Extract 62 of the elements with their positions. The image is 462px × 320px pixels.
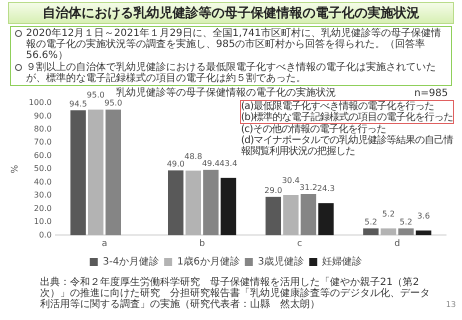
annotation: (a)最低限電子化すべき情報の電子化を行った [241,101,435,112]
bar [398,228,414,236]
data-label: 94.5 [69,99,88,108]
y-tick-label: 70.0 [34,138,52,147]
bar [203,170,219,236]
y-tick-label: 20.0 [34,204,52,213]
y-tick-label: 90.0 [34,111,52,120]
bar [106,110,121,236]
text: n=985 [414,88,448,99]
bar [266,196,282,236]
annotation: (c)その他の情報の電子化を行った [240,124,386,135]
bar [300,194,316,236]
data-label: 43.4 [220,158,238,168]
bar [318,203,334,236]
outline-frame: (a)最低限電子化すべき情報の電子化を行った (b)標準的な電子記録様式の項目の電子化を行った [240,100,454,124]
data-label: 31.2 [300,183,318,192]
bar [88,110,104,236]
legend-label: 妊婦健診 [322,256,362,268]
legend-label: 3-4か月健診 [102,256,160,268]
y-tick-label: 100.0 [28,98,52,108]
x-tick-label: b [199,238,206,249]
y-tick-label: 50.0 [34,164,52,174]
chart-subtitle: 乳幼児健診等の母子保健情報の電子化の実施状況 [116,86,336,99]
bar [380,228,396,236]
data-label: 49.4 [202,158,220,168]
x-tick-label: d [394,238,400,249]
x-tick-label: a [102,238,108,249]
data-label: 5.2 [382,209,395,218]
data-label: 5.2 [400,217,412,226]
bar [363,228,379,236]
text: 13 [446,300,456,310]
bar [220,178,236,236]
y-tick-label: 30.0 [34,190,52,200]
bar [416,230,432,236]
y-tick-label: 0.0 [38,230,52,240]
bar [168,170,184,236]
y-tick-label: 10.0 [34,217,52,226]
text: ９割以上の自治体で乳幼児健診における最低限電子化すべき情報の電子化は実施されていたが、標準的な電子記録様式の項目の電子化は約５割であった。 [26,62,437,84]
data-label: 29.0 [264,186,282,195]
y-tick-label: 40.0 [34,177,52,186]
annotation: (b)標準的な電子記録様式の項目の電子化を行った [241,112,454,123]
annotation: (d)マイナポータルでの乳幼児健診等結果の自己情報閲覧利用状況の把握した [240,135,454,157]
data-label: 24.3 [317,184,335,194]
data-label: 3.6 [417,212,430,221]
x-tick-label: c [297,238,302,249]
data-label: 30.4 [282,176,300,186]
bar [70,110,86,236]
bar [283,195,299,236]
data-label: 5.2 [364,217,378,226]
text: 2020年12月１日～2021年１月29日に、全国1,741市区町村に、乳幼児健診等の母子保健情報の電子化の実施状況等の調査を実施し、985の市区町村から回答を得られた。（回答率56.6%） [26,28,442,61]
source-note: 出典：令和２年度厚生労働科学研究 母子保健情報を活用した「健やか親子21（第2次）」の推進に向けた研究 分担研究報告書「乳幼児健康診査等のデジタル化、データ利活用等に関する調査」の実施（研究代表者：山縣 然太朗） [40,277,431,310]
bar [186,170,202,236]
y-axis-title: % [10,164,21,174]
legend-label: 1歳6か月健診 [177,256,240,268]
data-label: 49.0 [166,160,185,168]
data-label: 95.0 [104,98,122,108]
data-label: 48.8 [184,152,202,161]
y-tick-label: 80.0 [34,124,52,134]
data-label: 95.0 [86,90,105,100]
y-tick-label: 60.0 [34,150,52,160]
legend-label: 3歳児健診 [258,256,304,268]
chart-title: 自治体における乳幼児健診等の母子保健情報の電子化の実施状況 [8,2,454,24]
